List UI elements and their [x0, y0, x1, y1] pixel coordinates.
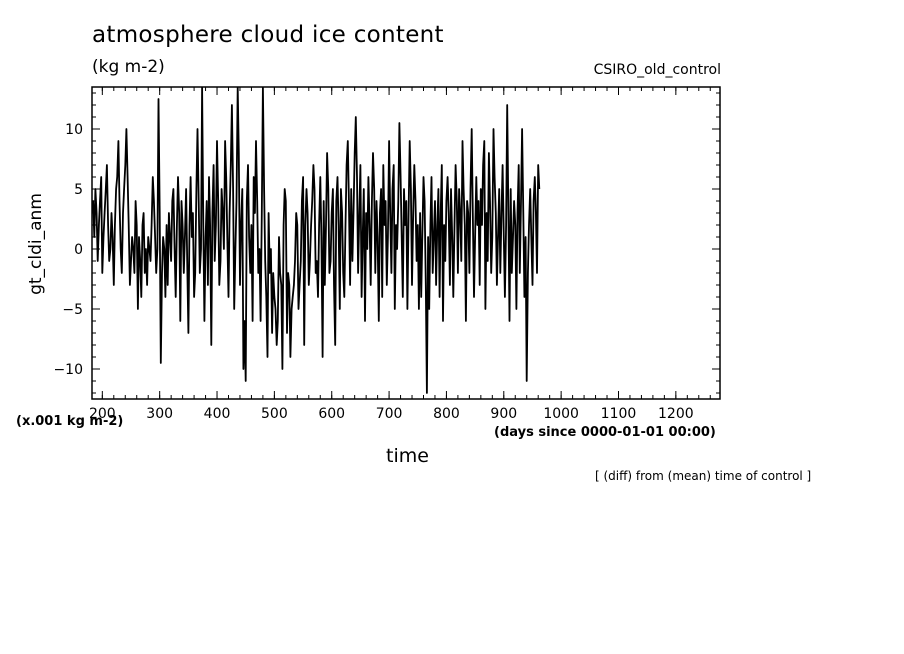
y-tick-label: −5	[62, 302, 83, 318]
y-tick-label: 0	[74, 242, 83, 258]
x-tick-label: 1100	[601, 406, 637, 422]
source-label: CSIRO_old_control	[593, 62, 721, 78]
x-tick-label: 400	[204, 406, 231, 422]
y-tick-label: 5	[74, 182, 83, 198]
x-units-note: (days since 0000-01-01 00:00)	[494, 425, 716, 440]
x-tick-label: 900	[490, 406, 517, 422]
y-tick-label: 10	[65, 122, 83, 138]
footnote: [ (diff) from (mean) time of control ]	[595, 469, 812, 483]
chart-title: atmosphere cloud ice content	[92, 22, 444, 48]
tick-layer: 200 300 400 500 600 700 800 900 1000 1100 1200 −10 −…	[53, 87, 720, 422]
plot-layer	[92, 87, 541, 394]
chart-units-label: (kg m-2)	[92, 57, 165, 77]
series-line-0	[92, 87, 541, 394]
y-scale-note: (x.001 kg m-2)	[16, 414, 124, 429]
x-tick-label: 600	[318, 406, 345, 422]
x-tick-label: 1200	[658, 406, 694, 422]
y-tick-label: −10	[53, 362, 83, 378]
x-tick-label: 1000	[543, 406, 579, 422]
x-tick-label: 200	[89, 406, 116, 422]
x-tick-label: 800	[433, 406, 460, 422]
x-tick-label: 500	[261, 406, 288, 422]
plot-frame	[91, 86, 721, 400]
x-tick-label: 300	[146, 406, 173, 422]
x-axis-label: time	[386, 445, 429, 467]
x-tick-label: 700	[376, 406, 403, 422]
